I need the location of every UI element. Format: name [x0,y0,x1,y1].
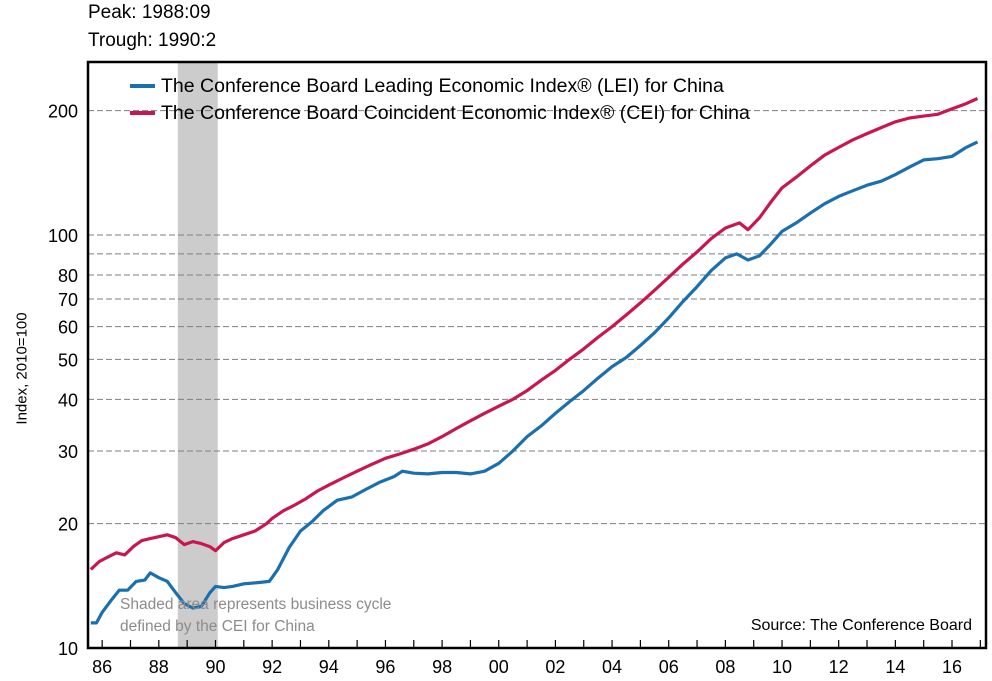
plot-frame [86,60,988,650]
x-tick-label-86: 86 [92,657,112,677]
series-line-lei [90,140,979,625]
shaded-area-note-line2: defined by the CEI for China [120,618,315,635]
y-tick-label-70: 70 [58,290,78,310]
x-tick-label-08: 08 [715,657,735,677]
y-tick-label-80: 80 [58,266,78,286]
x-tick-label-06: 06 [659,657,679,677]
legend-label-lei: The Conference Board Leading Economic In… [161,75,724,97]
x-tick-label-02: 02 [545,657,565,677]
x-tick-label-14: 14 [885,657,905,677]
trough-annotation: Trough: 1990:2 [88,30,217,51]
y-tick-label-40: 40 [58,390,78,410]
x-tick-label-12: 12 [829,657,849,677]
legend-label-cei: The Conference Board Coincident Economic… [161,102,750,124]
series-line-cei [89,97,979,571]
shaded-area-note-line1: Shaded area represents business cycle [120,596,391,613]
y-tick-label-10: 10 [58,639,78,659]
x-tick-label-16: 16 [942,657,962,677]
x-tick-label-04: 04 [602,657,622,677]
y-tick-label-20: 20 [58,515,78,535]
x-tick-label-90: 90 [205,657,225,677]
y-tick-label-30: 30 [58,442,78,462]
x-tick-label-00: 00 [489,657,509,677]
y-tick-label-50: 50 [58,350,78,370]
y-tick-label-100: 100 [48,226,78,246]
source-note: Source: The Conference Board [751,617,972,634]
x-tick-label-88: 88 [149,657,169,677]
x-tick-label-94: 94 [319,657,339,677]
x-tick-label-98: 98 [432,657,452,677]
x-tick-label-96: 96 [375,657,395,677]
y-tick-label-200: 200 [48,102,78,122]
x-tick-label-10: 10 [772,657,792,677]
recession-shading [177,62,218,648]
peak-annotation: Peak: 1988:09 [88,2,211,23]
y-tick-label-60: 60 [58,318,78,338]
x-tick-label-92: 92 [262,657,282,677]
